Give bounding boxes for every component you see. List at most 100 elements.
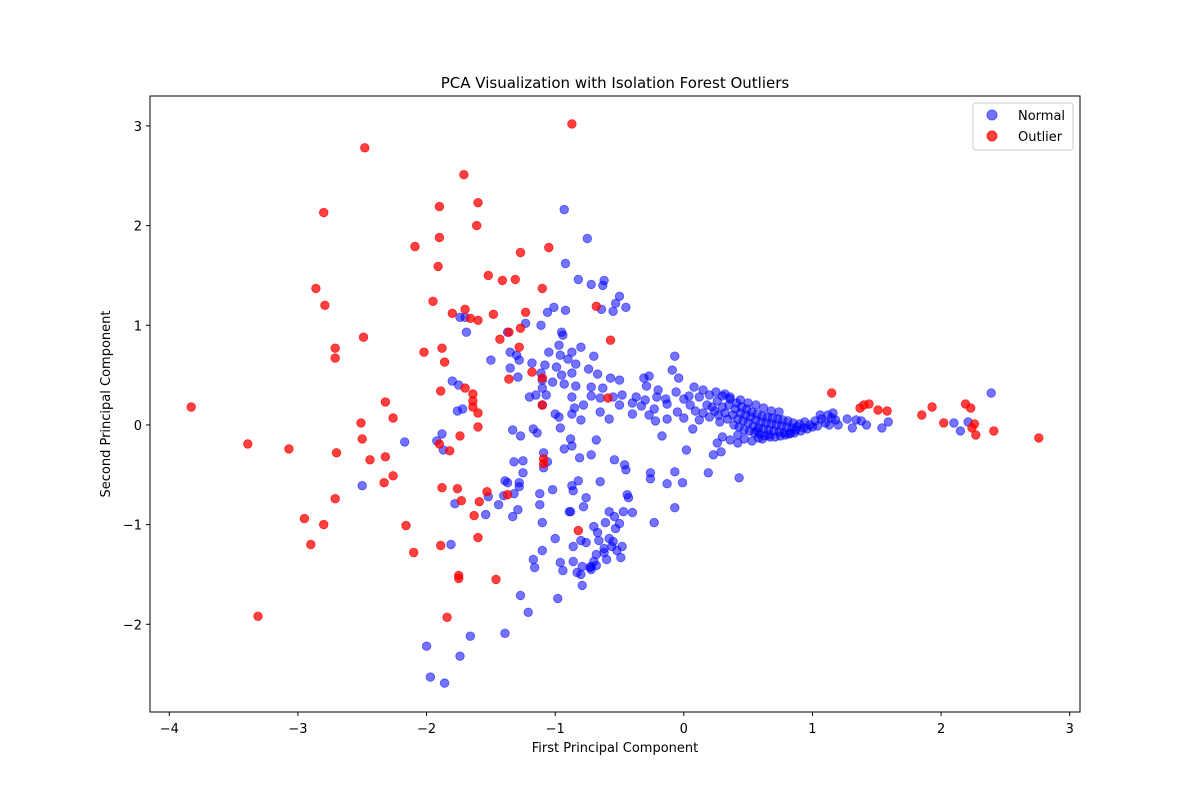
normal-point — [636, 401, 647, 411]
outlier-point — [437, 343, 447, 353]
normal-point — [734, 473, 744, 483]
normal-point — [657, 431, 667, 441]
normal-point — [949, 418, 959, 428]
outlier-point — [537, 283, 548, 294]
normal-point — [585, 562, 595, 573]
outlier-point — [388, 413, 398, 423]
normal-point — [537, 517, 548, 528]
normal-point — [671, 387, 681, 397]
normal-point — [685, 400, 695, 410]
normal-point — [595, 407, 605, 417]
normal-point — [609, 455, 620, 465]
normal-point — [425, 672, 436, 682]
normal-point — [598, 383, 608, 393]
normal-point — [955, 426, 966, 436]
x-tick-label: −4 — [160, 722, 179, 737]
outlier-point — [434, 439, 445, 449]
normal-point — [518, 456, 528, 466]
outlier-point — [437, 483, 447, 493]
outlier-point — [428, 296, 438, 307]
normal-point — [877, 423, 887, 433]
outlier-point — [380, 452, 391, 462]
normal-point — [610, 523, 621, 534]
legend-marker-outlier — [986, 130, 998, 142]
normal-point — [571, 359, 581, 369]
normal-point — [513, 505, 523, 515]
normal-point — [617, 390, 627, 400]
outlier-point — [873, 405, 883, 415]
outlier-point — [331, 448, 342, 458]
normal-point — [513, 372, 523, 382]
normal-point — [558, 565, 568, 576]
normal-point — [551, 362, 562, 372]
normal-point — [670, 467, 680, 477]
outlier-point — [515, 323, 526, 333]
normal-point — [674, 373, 684, 383]
normal-point — [528, 554, 539, 565]
normal-point — [644, 371, 654, 381]
normal-point — [583, 364, 594, 374]
outlier-point — [456, 496, 467, 506]
normal-point — [544, 347, 554, 357]
x-axis-label: First Principal Component — [532, 741, 699, 756]
outlier-point — [330, 353, 340, 363]
normal-point — [541, 390, 551, 400]
outlier-point — [504, 327, 514, 337]
outlier-point — [319, 207, 329, 218]
normal-point — [645, 474, 656, 484]
outlier-point — [447, 308, 458, 319]
normal-point — [598, 280, 608, 291]
normal-point — [514, 482, 524, 492]
normal-point — [589, 351, 599, 361]
normal-point — [618, 507, 629, 517]
x-tick-label: 1 — [808, 722, 816, 737]
normal-point — [704, 412, 715, 422]
normal-point — [542, 307, 553, 318]
normal-point — [547, 485, 558, 495]
outlier-point — [436, 386, 446, 396]
normal-point — [712, 438, 723, 448]
normal-point — [554, 412, 564, 422]
outlier-point — [320, 300, 330, 311]
outlier-point — [473, 408, 483, 418]
normal-point — [594, 535, 604, 546]
normal-point — [627, 507, 638, 518]
outlier-point — [243, 439, 253, 449]
normal-point — [621, 302, 631, 313]
normal-point — [581, 537, 591, 548]
normal-point — [439, 678, 450, 688]
outlier-point — [358, 332, 369, 342]
outlier-point — [360, 143, 370, 153]
normal-point — [576, 415, 586, 425]
normal-point — [553, 593, 563, 604]
normal-point — [644, 410, 654, 420]
outlier-point — [864, 399, 874, 409]
outlier-point — [969, 419, 980, 429]
normal-point — [559, 444, 569, 454]
normal-point — [535, 489, 545, 499]
outlier-point — [186, 402, 196, 412]
x-tick-label: −3 — [288, 722, 307, 737]
x-tick-label: −1 — [546, 722, 565, 737]
normal-point — [514, 355, 524, 365]
normal-point — [715, 417, 725, 427]
outlier-point — [455, 431, 465, 441]
outlier-point — [520, 307, 531, 318]
normal-point — [567, 368, 577, 378]
normal-point — [623, 493, 634, 503]
normal-point — [558, 330, 568, 340]
normal-point — [357, 481, 367, 491]
outlier-point — [537, 400, 548, 410]
normal-point — [614, 400, 625, 410]
normal-point — [595, 477, 605, 487]
normal-point — [572, 567, 582, 578]
normal-point — [571, 381, 581, 391]
normal-point — [554, 340, 564, 350]
normal-point — [518, 468, 528, 478]
normal-point — [567, 409, 577, 419]
normal-point — [650, 416, 661, 426]
y-tick-label: 0 — [134, 419, 142, 434]
normal-point — [716, 447, 726, 457]
outlier-point — [1034, 433, 1044, 443]
outlier-point — [495, 334, 505, 344]
